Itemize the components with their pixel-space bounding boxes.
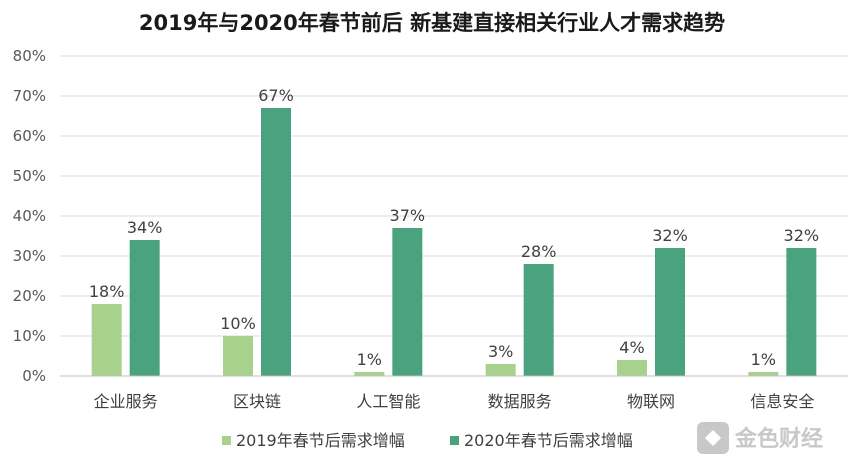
- data-label: 1%: [357, 350, 382, 369]
- gridlines: [60, 55, 848, 337]
- bar: [786, 248, 817, 376]
- y-tick-label: 10%: [13, 327, 46, 345]
- legend-label: 2019年春节后需求增幅: [236, 431, 405, 450]
- bar: [223, 336, 253, 376]
- x-category-label: 信息安全: [750, 392, 814, 411]
- x-category-label: 人工智能: [356, 392, 420, 411]
- data-label: 37%: [390, 206, 426, 225]
- bar: [392, 228, 423, 376]
- bar: [485, 364, 516, 376]
- data-label: 32%: [652, 226, 688, 245]
- bar: [655, 248, 685, 376]
- y-tick-label: 30%: [13, 247, 46, 265]
- x-category-label: 数据服务: [488, 392, 552, 411]
- y-tick-label: 70%: [13, 87, 46, 105]
- bar: [748, 372, 779, 376]
- y-axis-ticks: 0% 10% 20% 30% 40% 50% 60% 70% 80%: [13, 47, 46, 385]
- data-label: 18%: [89, 282, 125, 301]
- chart-title: 2019年与2020年春节前后 新基建直接相关行业人才需求趋势: [139, 11, 725, 35]
- data-label: 10%: [220, 314, 256, 333]
- y-tick-label: 0%: [22, 367, 46, 385]
- data-label: 67%: [258, 86, 294, 105]
- data-label: 1%: [751, 350, 776, 369]
- y-tick-label: 60%: [13, 127, 46, 145]
- x-category-label: 区块链: [233, 392, 281, 411]
- data-label: 3%: [488, 342, 513, 361]
- bar: [91, 304, 122, 376]
- y-tick-label: 80%: [13, 47, 46, 65]
- bar: [129, 240, 160, 376]
- bar: [354, 372, 385, 376]
- x-category-label: 企业服务: [94, 392, 158, 411]
- bar: [523, 264, 554, 376]
- x-axis-categories: 企业服务 区块链 人工智能 数据服务 物联网 信息安全: [94, 392, 815, 411]
- legend-swatch: [222, 436, 231, 445]
- data-label: 34%: [127, 218, 163, 237]
- x-category-label: 物联网: [627, 392, 675, 411]
- data-label: 28%: [521, 242, 557, 261]
- data-label: 4%: [619, 338, 644, 357]
- y-tick-label: 20%: [13, 287, 46, 305]
- y-tick-label: 40%: [13, 207, 46, 225]
- y-tick-label: 50%: [13, 167, 46, 185]
- watermark: 金色财经: [697, 422, 823, 454]
- bar: [261, 108, 291, 376]
- data-label: 32%: [784, 226, 820, 245]
- legend-label: 2020年春节后需求增幅: [464, 431, 633, 450]
- bars: [91, 108, 817, 376]
- watermark-text: 金色财经: [734, 426, 823, 452]
- legend-swatch: [450, 436, 459, 445]
- bar: [617, 360, 647, 376]
- watermark-logo-mark: [705, 430, 721, 446]
- legend: 2019年春节后需求增幅 2020年春节后需求增幅: [222, 431, 633, 450]
- data-labels: 18% 34% 10% 67% 1% 37% 3% 28% 4% 32% 1% 32%: [89, 86, 819, 369]
